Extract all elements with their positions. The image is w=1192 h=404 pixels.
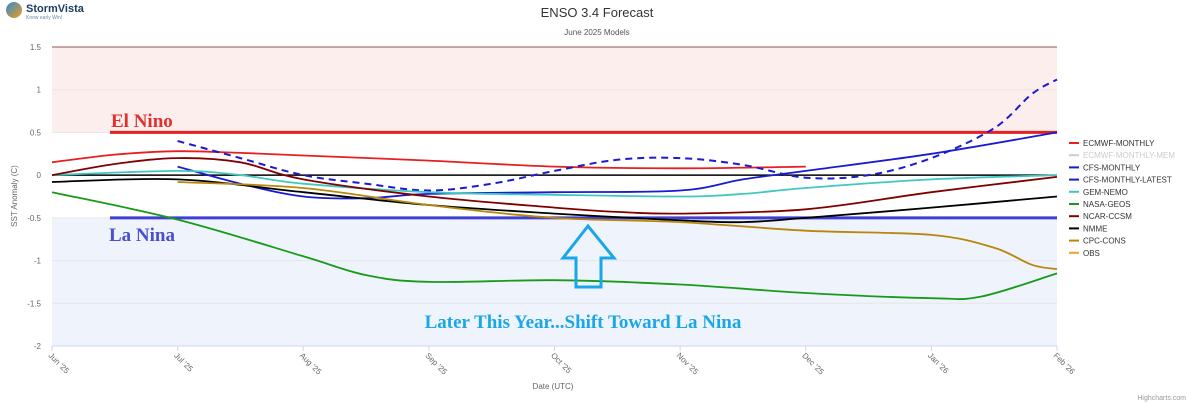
x-tick-label: Feb '26 bbox=[1052, 351, 1077, 376]
legend-item-ncar-ccsm[interactable]: NCAR-CCSM bbox=[1069, 212, 1132, 221]
x-tick-label: Jun '25 bbox=[47, 351, 72, 376]
legend-label: NCAR-CCSM bbox=[1083, 212, 1132, 221]
legend-item-cfs-monthly-latest[interactable]: CFS-MONTHLY-LATEST bbox=[1069, 176, 1172, 185]
series-line-ncar-ccsm bbox=[51, 157, 1058, 215]
legend-item-nasa-geos[interactable]: NASA-GEOS bbox=[1069, 200, 1131, 209]
threshold-lines bbox=[52, 46, 1057, 220]
y-tick-label: 0 bbox=[37, 171, 42, 180]
y-tick-label: -1 bbox=[34, 257, 42, 266]
chart-subtitle: June 2025 Models bbox=[564, 28, 629, 37]
series-line-cfs-monthly-latest bbox=[177, 78, 1058, 192]
series-line-gem-nemo bbox=[51, 169, 1058, 198]
x-tick-label: Aug '25 bbox=[298, 351, 324, 377]
series-line-cfs-monthly bbox=[177, 131, 1058, 200]
legend-item-obs[interactable]: OBS bbox=[1069, 249, 1100, 258]
legend-item-nmme[interactable]: NMME bbox=[1069, 224, 1107, 233]
up-arrow-icon bbox=[559, 223, 618, 289]
series-line-nasa-geos bbox=[51, 191, 1058, 300]
series-line-nmme bbox=[51, 178, 1058, 224]
x-tick-label: Jan '26 bbox=[926, 351, 951, 376]
el-nino-annotation: El Nino bbox=[111, 111, 173, 132]
y-tick-label: -2 bbox=[34, 342, 42, 351]
x-tick-label: Nov '25 bbox=[675, 351, 701, 377]
legend-label: ECMWF-MONTHLY-MEM bbox=[1083, 151, 1175, 160]
legend-item-ecmwf-monthly[interactable]: ECMWF-MONTHLY bbox=[1069, 139, 1155, 148]
chart-title: ENSO 3.4 Forecast bbox=[541, 5, 654, 20]
x-tick-label: Oct '25 bbox=[549, 351, 573, 375]
x-tick-label: Dec '25 bbox=[800, 351, 826, 377]
legend-label: ECMWF-MONTHLY bbox=[1083, 139, 1155, 148]
y-axis-ticks: 1.5 1 0.5 0 -0.5 -1 -1.5 -2 bbox=[27, 43, 41, 351]
brand-globe-icon bbox=[6, 2, 22, 18]
legend-label: CFS-MONTHLY bbox=[1083, 163, 1141, 172]
legend-label: NASA-GEOS bbox=[1083, 200, 1131, 209]
brand-name: StormVista bbox=[26, 3, 84, 15]
credits[interactable]: Highcharts.com bbox=[1137, 395, 1186, 402]
x-tick-label: Jul '25 bbox=[172, 351, 195, 374]
brand-tagline: Know early Win! bbox=[26, 15, 63, 21]
legend-label: CPC-CONS bbox=[1083, 237, 1126, 246]
legend: ECMWF-MONTHLY ECMWF-MONTHLY-MEM CFS-MONTHL… bbox=[1069, 139, 1175, 258]
y-tick-label: 1.5 bbox=[30, 43, 42, 52]
x-tick-label: Sep '25 bbox=[423, 351, 449, 377]
legend-item-gem-nemo[interactable]: GEM-NEMO bbox=[1069, 188, 1128, 197]
y-tick-label: 1 bbox=[37, 86, 42, 95]
y-tick-label: -0.5 bbox=[27, 214, 41, 223]
legend-label: CFS-MONTHLY-LATEST bbox=[1083, 176, 1172, 185]
y-tick-label: 0.5 bbox=[30, 128, 42, 137]
la-nina-annotation: La Nina bbox=[109, 225, 175, 246]
y-axis-title: SST Anomaly (C) bbox=[10, 165, 19, 227]
series-line-ecmwf-monthly bbox=[51, 150, 806, 170]
x-axis-title: Date (UTC) bbox=[533, 382, 574, 391]
series-lines bbox=[51, 78, 1058, 300]
later-shift-annotation: Later This Year...Shift Toward La Nina bbox=[425, 312, 742, 333]
x-axis-ticks: Jun '25 Jul '25 Aug '25 Sep '25 Oct '25 Nov '… bbox=[47, 345, 1077, 377]
y-tick-label: -1.5 bbox=[27, 299, 41, 308]
plot-band-1 bbox=[52, 217, 1057, 346]
legend-label: OBS bbox=[1083, 249, 1100, 258]
brand-logo: StormVista Know early Win! bbox=[6, 2, 126, 24]
legend-label: NMME bbox=[1083, 224, 1107, 233]
series-line-cpc-cons bbox=[177, 181, 1058, 270]
legend-item-cfs-monthly[interactable]: CFS-MONTHLY bbox=[1069, 163, 1141, 172]
legend-item-ecmwf-monthly-mem[interactable]: ECMWF-MONTHLY-MEM bbox=[1069, 151, 1175, 160]
legend-label: GEM-NEMO bbox=[1083, 188, 1128, 197]
legend-item-cpc-cons[interactable]: CPC-CONS bbox=[1069, 237, 1126, 246]
